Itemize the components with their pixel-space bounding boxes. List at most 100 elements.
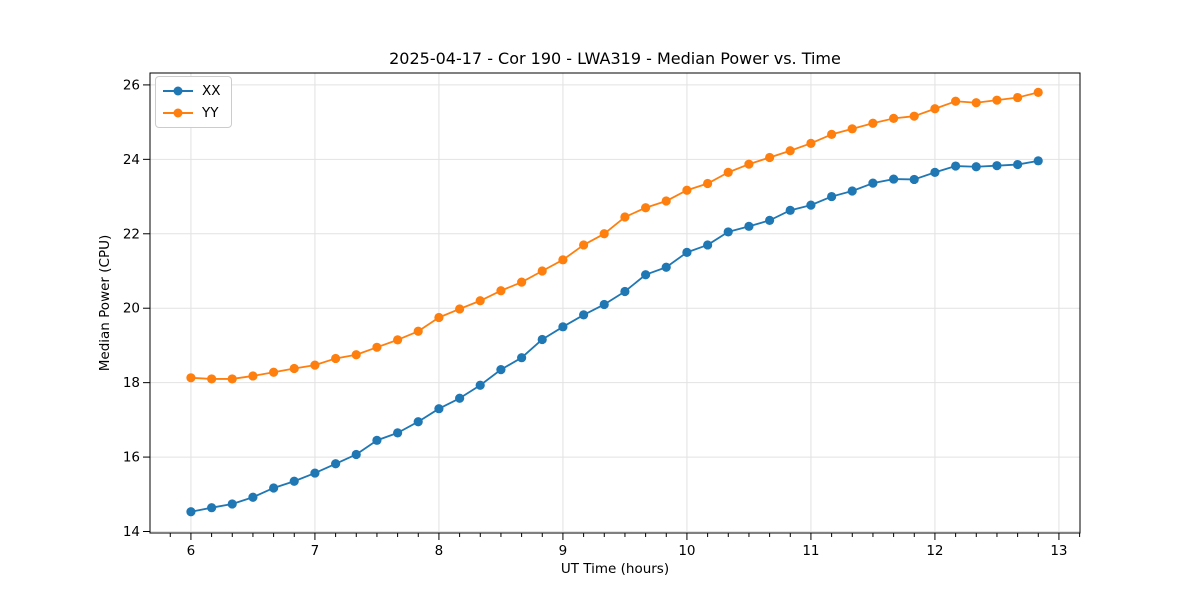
series-line-yy <box>190 91 1040 380</box>
axes-frame <box>149 72 1081 534</box>
data-point-xx <box>744 221 754 231</box>
data-point-xx <box>785 205 795 215</box>
x-axis-label: UT Time (hours) <box>560 561 670 577</box>
data-point-yy <box>248 371 258 381</box>
data-point-yy <box>620 212 630 222</box>
data-point-xx <box>909 174 919 185</box>
data-point-xx <box>434 404 444 414</box>
data-point-xx <box>847 186 857 196</box>
data-point-yy <box>207 374 217 384</box>
data-point-yy <box>331 353 341 364</box>
legend-line-marker-yy-icon <box>163 108 193 119</box>
data-point-yy <box>1033 87 1043 97</box>
data-point-xx <box>765 215 775 225</box>
y-tick-label: 18 <box>123 375 140 391</box>
x-tick-label: 13 <box>1050 543 1067 559</box>
y-axis-label: Median Power (CPU) <box>97 234 113 372</box>
chart-title: 2025-04-17 - Cor 190 - LWA319 - Median P… <box>389 49 841 68</box>
data-point-yy <box>372 342 382 352</box>
data-point-xx <box>992 161 1002 171</box>
data-point-yy <box>785 146 795 156</box>
data-point-xx <box>227 499 237 509</box>
data-point-xx <box>289 476 299 486</box>
data-point-xx <box>661 262 671 272</box>
data-point-yy <box>227 374 237 384</box>
data-point-yy <box>703 178 713 189</box>
x-tick-label: 12 <box>926 543 943 559</box>
data-point-xx <box>868 178 878 188</box>
y-tick-label: 14 <box>123 524 140 540</box>
data-point-yy <box>517 277 527 287</box>
data-point-xx <box>269 483 279 493</box>
data-point-yy <box>889 113 899 124</box>
legend: XX YY <box>155 76 232 128</box>
data-point-yy <box>847 124 857 134</box>
legend-item-yy: YY <box>163 104 221 122</box>
data-point-xx <box>372 435 382 445</box>
x-tick-label: 10 <box>678 543 695 559</box>
x-tick-label: 8 <box>435 543 444 559</box>
legend-dot-xx <box>173 86 183 96</box>
data-point-xx <box>496 365 506 375</box>
data-point-xx <box>827 191 837 202</box>
legend-dot-yy <box>173 108 183 118</box>
legend-label-xx: XX <box>202 83 221 99</box>
x-tick-label: 7 <box>311 543 320 559</box>
data-point-xx <box>682 247 692 257</box>
y-tick-label: 24 <box>123 152 140 168</box>
data-point-xx <box>413 417 423 427</box>
data-point-yy <box>599 229 609 239</box>
data-point-yy <box>951 96 961 106</box>
data-point-xx <box>331 459 341 469</box>
data-point-xx <box>186 507 196 517</box>
data-point-yy <box>971 98 981 108</box>
data-point-xx <box>517 353 527 363</box>
data-point-yy <box>992 95 1002 105</box>
data-point-yy <box>475 296 485 306</box>
data-point-yy <box>413 326 423 336</box>
data-point-yy <box>393 335 403 345</box>
legend-line-marker-xx-icon <box>163 86 193 97</box>
data-point-yy <box>310 360 320 370</box>
data-point-yy <box>496 286 506 296</box>
data-point-yy <box>537 266 547 276</box>
data-point-yy <box>765 152 775 163</box>
data-point-xx <box>703 240 713 250</box>
series-line-xx <box>190 159 1040 513</box>
data-point-yy <box>661 196 671 206</box>
data-point-yy <box>827 129 837 140</box>
data-point-xx <box>1033 156 1043 166</box>
data-point-xx <box>641 270 651 280</box>
data-point-yy <box>641 203 651 213</box>
data-point-xx <box>599 299 609 310</box>
data-point-yy <box>455 304 465 314</box>
data-point-yy <box>868 118 878 128</box>
data-point-xx <box>889 174 899 184</box>
data-point-xx <box>951 161 961 171</box>
data-point-yy <box>744 159 754 169</box>
legend-label-yy: YY <box>202 105 219 121</box>
data-point-xx <box>455 393 465 403</box>
data-point-yy <box>558 255 568 265</box>
x-tick-label: 11 <box>802 543 819 559</box>
data-point-xx <box>930 167 940 177</box>
data-point-yy <box>269 367 279 377</box>
data-point-xx <box>971 162 981 172</box>
data-point-xx <box>475 380 485 390</box>
data-point-yy <box>682 185 692 195</box>
data-point-yy <box>806 138 816 148</box>
data-point-xx <box>351 449 361 460</box>
data-point-xx <box>537 334 547 345</box>
data-point-yy <box>351 350 361 360</box>
data-point-xx <box>248 492 258 502</box>
x-tick-label: 9 <box>559 543 568 559</box>
data-point-yy <box>909 111 919 121</box>
data-point-yy <box>186 373 196 383</box>
legend-item-xx: XX <box>163 82 221 100</box>
data-point-xx <box>723 227 733 237</box>
x-tick-label: 6 <box>187 543 196 559</box>
y-tick-label: 26 <box>123 77 140 93</box>
data-point-yy <box>723 167 733 177</box>
